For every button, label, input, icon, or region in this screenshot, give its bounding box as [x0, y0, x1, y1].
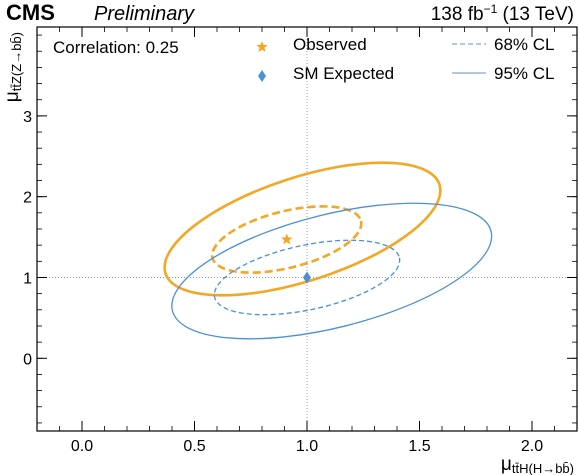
- x-tick-label: 1.5: [408, 438, 430, 455]
- cl-contours: [163, 161, 493, 340]
- reference-lines: [37, 27, 577, 431]
- x-tick-label: 0.0: [71, 438, 93, 455]
- lumi-energy: (13 TeV): [497, 4, 574, 25]
- luminosity-label: 138 fb−1 (13 TeV): [431, 2, 574, 25]
- y-tick-label: 0: [23, 351, 32, 368]
- y-tick-label: 2: [23, 190, 32, 207]
- x-tick-label: 0.5: [183, 438, 205, 455]
- correlation-annotation: Correlation: 0.25: [53, 38, 179, 57]
- point-sm-expected: [303, 271, 311, 284]
- x-axis-symbol: μ: [501, 454, 512, 475]
- best-fit-points: [281, 233, 311, 284]
- legend: Observed SM Expected 68% CL 95% CL: [256, 35, 554, 83]
- contour-observed-95: [163, 161, 442, 297]
- legend-label: 68% CL: [494, 35, 554, 54]
- experiment-label: CMS: [6, 0, 55, 25]
- lumi-exponent: −1: [484, 2, 498, 16]
- legend-label: 95% CL: [494, 64, 554, 83]
- status-label: Preliminary: [94, 3, 195, 25]
- y-axis-symbol: μ: [2, 91, 23, 102]
- legend-sm-expected-marker: [258, 70, 266, 82]
- contour-sm-expected-68: [213, 239, 401, 316]
- contour-sm-expected-95: [171, 202, 493, 340]
- axis-ticks: 0.0 0.5 1.0 1.5 2.0 0 1 2 3: [23, 27, 578, 455]
- legend-label: SM Expected: [293, 64, 394, 83]
- legend-label: Observed: [293, 35, 367, 54]
- x-tick-label: 1.0: [296, 438, 318, 455]
- y-tick-label: 3: [23, 109, 32, 126]
- y-axis-subscript: tt̄Z(Z→bb̄): [9, 32, 24, 91]
- x-tick-label: 2.0: [521, 438, 543, 455]
- legend-observed-marker: [256, 41, 268, 52]
- point-observed: [281, 233, 293, 245]
- x-axis-title: μtt̄H(H→bb̄): [501, 454, 574, 475]
- x-axis-subscript: tt̄H(H→bb̄): [512, 461, 574, 475]
- y-tick-label: 1: [23, 270, 32, 287]
- y-axis-title: μtt̄Z(Z→bb̄): [2, 32, 24, 102]
- lumi-value: 138 fb: [431, 4, 484, 25]
